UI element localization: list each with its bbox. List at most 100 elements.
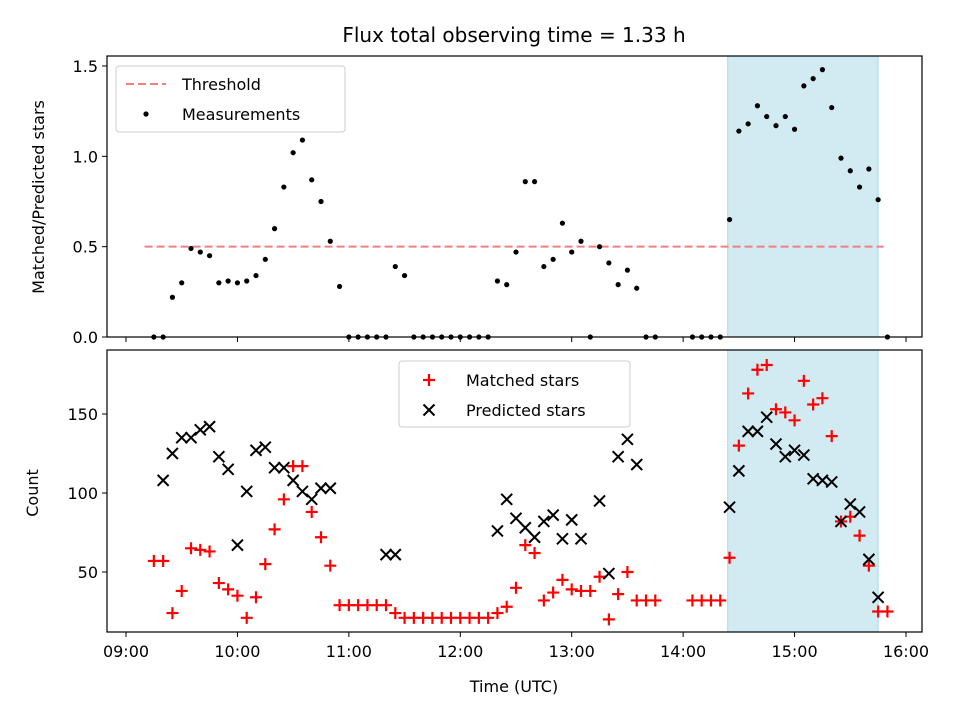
data-point bbox=[296, 460, 309, 473]
data-point bbox=[732, 439, 745, 452]
plot-frame bbox=[106, 349, 923, 633]
data-point bbox=[634, 285, 640, 291]
x-tick-label: 09:00 bbox=[103, 642, 149, 661]
data-point bbox=[327, 238, 333, 244]
legend-box bbox=[115, 65, 346, 133]
data-point bbox=[565, 513, 578, 527]
data-point bbox=[188, 245, 194, 252]
data-point bbox=[742, 387, 755, 400]
data-point bbox=[500, 600, 513, 613]
data-point bbox=[574, 532, 588, 546]
data-point bbox=[281, 184, 287, 190]
data-point bbox=[305, 505, 318, 518]
data-point bbox=[537, 515, 551, 528]
data-point bbox=[389, 548, 402, 561]
data-point bbox=[197, 249, 203, 255]
legend: Threshold Measurements bbox=[115, 65, 346, 133]
shaded-region bbox=[727, 55, 879, 338]
y-tick-label: 0.0 bbox=[73, 328, 98, 347]
data-point bbox=[324, 482, 337, 495]
data-point bbox=[510, 581, 522, 594]
data-point bbox=[791, 126, 798, 132]
data-point bbox=[309, 177, 315, 183]
data-point bbox=[569, 249, 575, 255]
data-point bbox=[801, 83, 807, 89]
data-point bbox=[305, 493, 318, 506]
data-point bbox=[315, 531, 327, 544]
data-point bbox=[231, 538, 244, 552]
data-point bbox=[286, 474, 300, 487]
data-point bbox=[250, 591, 262, 604]
data-point bbox=[541, 263, 547, 270]
x-tick-label: 12:00 bbox=[437, 642, 483, 661]
legend-box bbox=[398, 360, 631, 428]
data-point bbox=[621, 433, 634, 446]
data-point bbox=[819, 67, 826, 73]
data-point bbox=[751, 425, 764, 438]
data-point bbox=[816, 392, 829, 405]
data-point bbox=[723, 501, 736, 514]
x-tick-label: 13:00 bbox=[549, 642, 595, 661]
legend-measurements-swatch bbox=[143, 111, 149, 117]
top-panel: 0.0 0.5 1.0 1.5 Threshold Measurements bbox=[73, 55, 923, 347]
data-point bbox=[259, 440, 272, 454]
data-point bbox=[528, 531, 541, 544]
data-point bbox=[612, 588, 625, 601]
data-point bbox=[522, 179, 528, 185]
data-point bbox=[324, 559, 337, 572]
data-point bbox=[797, 448, 811, 462]
data-point bbox=[392, 263, 398, 270]
data-point bbox=[314, 482, 328, 495]
data-point bbox=[318, 198, 324, 205]
data-point bbox=[482, 611, 495, 624]
data-point bbox=[216, 280, 222, 286]
data-point bbox=[779, 450, 792, 463]
shaded-region bbox=[727, 349, 879, 633]
data-point bbox=[519, 521, 532, 534]
y-tick-label: 0.5 bbox=[73, 238, 98, 257]
data-point bbox=[157, 554, 170, 567]
data-point bbox=[401, 272, 408, 279]
data-point bbox=[175, 584, 188, 597]
data-point bbox=[770, 403, 782, 416]
data-point bbox=[380, 599, 392, 612]
data-point bbox=[194, 543, 207, 556]
data-point bbox=[797, 374, 810, 387]
data-point bbox=[649, 594, 662, 607]
data-point bbox=[624, 267, 631, 273]
data-point bbox=[222, 583, 235, 596]
data-point bbox=[546, 508, 560, 522]
data-point bbox=[268, 523, 281, 536]
data-point bbox=[853, 529, 866, 542]
data-point bbox=[336, 283, 343, 290]
x-axis-label: Time (UTC) bbox=[469, 677, 558, 696]
y-tick-label: 1.0 bbox=[73, 147, 98, 166]
data-point bbox=[166, 607, 179, 620]
data-point bbox=[504, 282, 510, 288]
data-point bbox=[856, 184, 863, 190]
data-point bbox=[881, 605, 894, 618]
data-point bbox=[754, 103, 761, 109]
data-point bbox=[745, 121, 751, 127]
data-point bbox=[565, 583, 578, 596]
data-point bbox=[788, 444, 801, 457]
data-point bbox=[593, 570, 606, 583]
data-point bbox=[773, 123, 779, 129]
data-point bbox=[379, 548, 393, 561]
legend-label: Measurements bbox=[182, 105, 300, 124]
data-point bbox=[253, 272, 259, 279]
data-point bbox=[550, 256, 556, 262]
data-point bbox=[277, 461, 291, 474]
data-point bbox=[203, 420, 216, 433]
data-point bbox=[596, 244, 603, 250]
data-point bbox=[825, 475, 838, 489]
data-point bbox=[225, 278, 231, 284]
y-tick-label: 1.5 bbox=[73, 57, 98, 76]
top-y-axis-label: Matched/Predicted stars bbox=[29, 100, 48, 294]
data-point bbox=[732, 464, 746, 478]
data-point bbox=[169, 294, 176, 300]
data-point bbox=[853, 505, 866, 519]
data-point bbox=[621, 566, 634, 578]
data-point bbox=[277, 493, 290, 506]
